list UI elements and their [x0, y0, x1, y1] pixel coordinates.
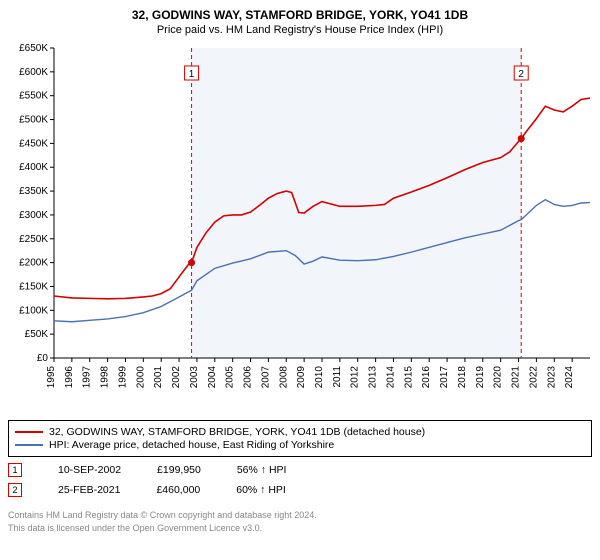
svg-text:2019: 2019 — [475, 366, 486, 389]
svg-text:2007: 2007 — [260, 366, 271, 389]
sale-marker: 2 — [8, 483, 22, 497]
svg-text:£0: £0 — [37, 353, 49, 364]
sale-price: £199,950 — [157, 464, 201, 476]
svg-text:2023: 2023 — [546, 366, 557, 389]
chart-container: 32, GODWINS WAY, STAMFORD BRIDGE, YORK, … — [0, 0, 600, 560]
svg-text:1: 1 — [189, 69, 195, 80]
svg-text:£400K: £400K — [19, 162, 48, 173]
footer-line-2: This data is licensed under the Open Gov… — [8, 522, 592, 535]
svg-text:£650K: £650K — [19, 43, 48, 54]
svg-text:1997: 1997 — [82, 366, 93, 389]
svg-text:2005: 2005 — [225, 366, 236, 389]
svg-text:2024: 2024 — [564, 366, 575, 389]
svg-text:2003: 2003 — [189, 366, 200, 389]
legend-row: HPI: Average price, detached house, East… — [15, 439, 585, 451]
sale-date: 25-FEB-2021 — [58, 484, 120, 496]
svg-text:£450K: £450K — [19, 138, 48, 149]
legend-swatch — [15, 431, 43, 433]
svg-text:£550K: £550K — [19, 91, 48, 102]
sale-row: 1 10-SEP-2002 £199,950 56% ↑ HPI — [8, 463, 592, 477]
svg-text:2010: 2010 — [314, 366, 325, 389]
svg-text:2002: 2002 — [171, 366, 182, 389]
svg-text:2000: 2000 — [135, 366, 146, 389]
svg-text:£150K: £150K — [19, 281, 48, 292]
sale-delta: 60% ↑ HPI — [236, 484, 286, 496]
legend-swatch — [15, 444, 43, 446]
svg-text:2015: 2015 — [403, 366, 414, 389]
svg-text:1996: 1996 — [64, 366, 75, 389]
svg-text:2004: 2004 — [207, 366, 218, 389]
svg-text:2018: 2018 — [457, 366, 468, 389]
sale-marker: 1 — [8, 463, 22, 477]
svg-text:2011: 2011 — [332, 366, 343, 388]
legend: 32, GODWINS WAY, STAMFORD BRIDGE, YORK, … — [8, 420, 592, 457]
svg-text:£50K: £50K — [25, 329, 49, 340]
svg-text:2013: 2013 — [368, 366, 379, 389]
svg-text:2006: 2006 — [243, 366, 254, 389]
svg-text:2: 2 — [518, 69, 524, 80]
svg-text:£100K: £100K — [19, 305, 48, 316]
footer-line-1: Contains HM Land Registry data © Crown c… — [8, 509, 592, 522]
svg-text:1999: 1999 — [117, 366, 128, 389]
legend-row: 32, GODWINS WAY, STAMFORD BRIDGE, YORK, … — [15, 426, 585, 438]
svg-text:2014: 2014 — [385, 366, 396, 389]
svg-text:£500K: £500K — [19, 115, 48, 126]
footer: Contains HM Land Registry data © Crown c… — [8, 509, 592, 534]
svg-text:2020: 2020 — [493, 366, 504, 389]
svg-text:2008: 2008 — [278, 366, 289, 389]
svg-text:£250K: £250K — [19, 234, 48, 245]
legend-label: HPI: Average price, detached house, East… — [49, 439, 334, 451]
sales-list: 1 10-SEP-2002 £199,950 56% ↑ HPI 2 25-FEB-202… — [8, 463, 592, 497]
svg-text:2022: 2022 — [528, 366, 539, 389]
sale-row: 2 25-FEB-2021 £460,000 60% ↑ HPI — [8, 483, 592, 497]
plot-area: £0 £50K £100K £150K £200K £250K £300K £350K £400… — [8, 42, 592, 412]
sale-price: £460,000 — [156, 484, 200, 496]
svg-text:£600K: £600K — [19, 67, 48, 78]
svg-text:£200K: £200K — [19, 258, 48, 269]
svg-text:1995: 1995 — [46, 366, 57, 389]
svg-text:2009: 2009 — [296, 366, 307, 389]
sale-date: 10-SEP-2002 — [58, 464, 121, 476]
line-chart-svg: £0 £50K £100K £150K £200K £250K £300K £350K £400… — [8, 42, 592, 412]
chart-title: 32, GODWINS WAY, STAMFORD BRIDGE, YORK, … — [8, 8, 592, 22]
svg-text:2021: 2021 — [511, 366, 522, 389]
legend-label: 32, GODWINS WAY, STAMFORD BRIDGE, YORK, … — [49, 426, 425, 438]
sale-delta: 56% ↑ HPI — [237, 464, 287, 476]
chart-subtitle: Price paid vs. HM Land Registry's House … — [8, 24, 592, 36]
svg-text:2016: 2016 — [421, 366, 432, 389]
svg-text:2017: 2017 — [439, 366, 450, 389]
svg-text:2001: 2001 — [153, 366, 164, 389]
svg-text:1998: 1998 — [100, 366, 111, 389]
svg-text:2012: 2012 — [350, 366, 361, 389]
svg-text:£300K: £300K — [19, 210, 48, 221]
svg-text:£350K: £350K — [19, 186, 48, 197]
